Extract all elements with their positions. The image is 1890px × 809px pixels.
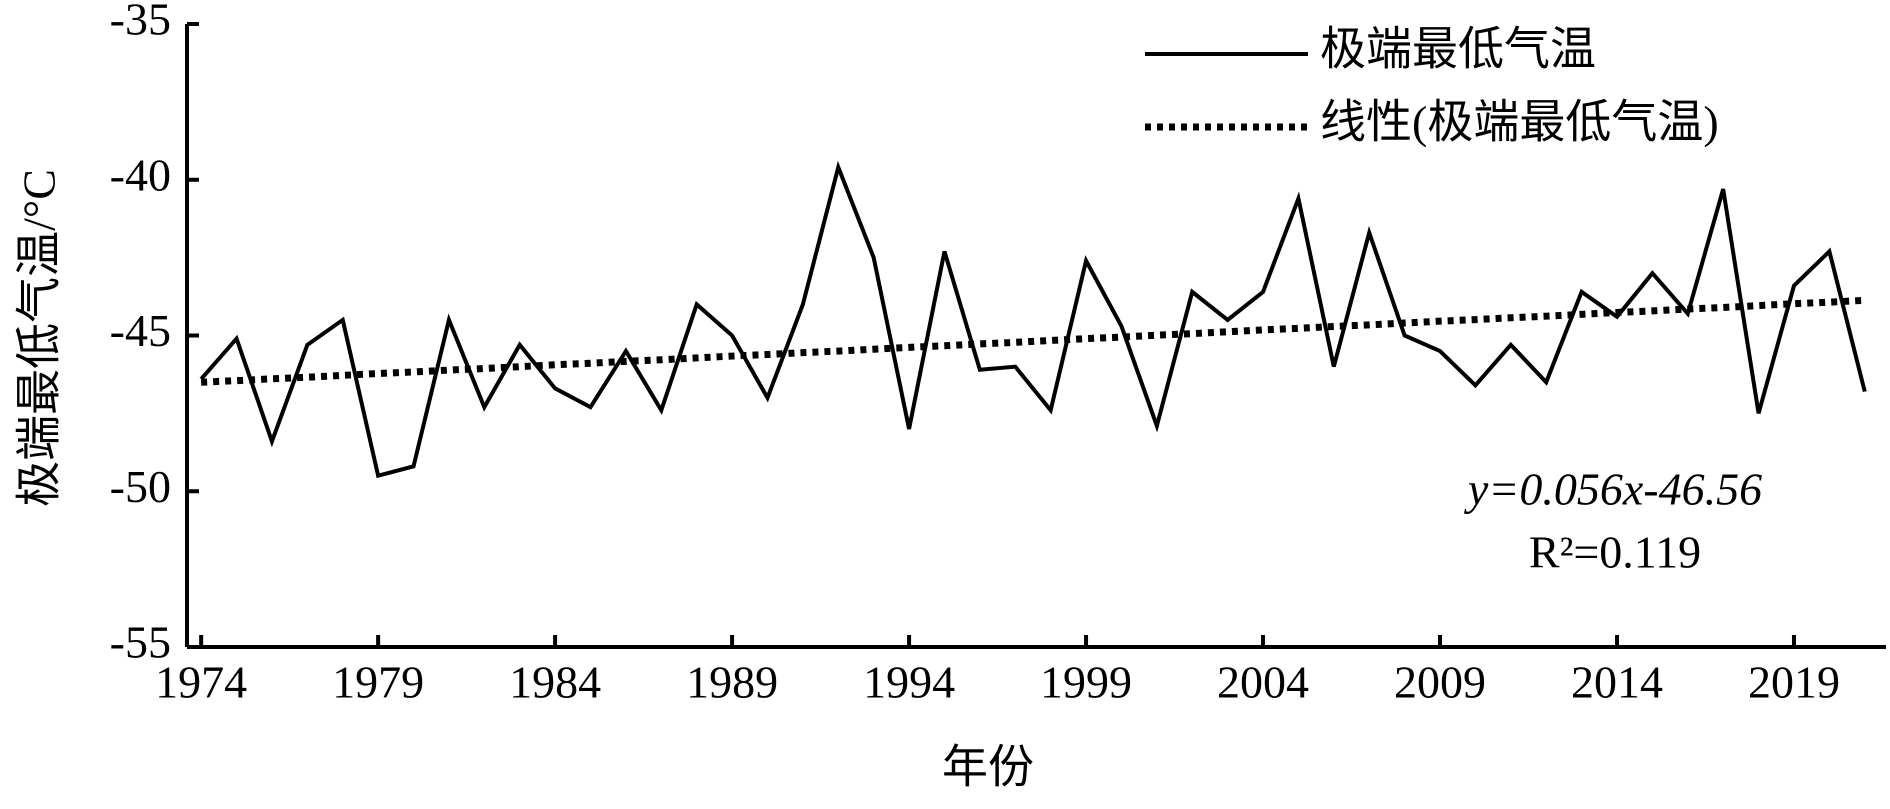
trend-line <box>201 296 1865 386</box>
x-tick-label: 1989 <box>686 657 778 708</box>
x-tick-label: 2014 <box>1571 657 1663 708</box>
x-tick-label: 1999 <box>1040 657 1132 708</box>
x-tick-label: 1994 <box>863 657 955 708</box>
y-tick-label: -45 <box>110 305 171 356</box>
legend-label: 极端最低气温 <box>1320 24 1596 75</box>
equation: y=0.056x-46.56 <box>1464 464 1762 515</box>
legend-label: 线性(极端最低气温) <box>1320 97 1719 148</box>
x-tick-label: 1974 <box>155 657 247 708</box>
y-tick-label: -40 <box>110 149 171 200</box>
x-tick-label: 2019 <box>1748 657 1840 708</box>
x-tick-label: 2009 <box>1394 657 1486 708</box>
y-tick-label: -50 <box>110 461 171 512</box>
y-axis-label: 极端最低气温/°C <box>14 169 65 507</box>
x-tick-label: 2004 <box>1217 657 1309 708</box>
y-tick-label: -35 <box>110 0 171 45</box>
x-tick-label: 1984 <box>509 657 601 708</box>
r-squared: R²=0.119 <box>1529 527 1701 578</box>
x-axis-label: 年份 <box>942 742 1034 793</box>
y-tick-label: -55 <box>110 617 171 668</box>
x-tick-label: 1979 <box>332 657 424 708</box>
data-line <box>199 160 1867 479</box>
